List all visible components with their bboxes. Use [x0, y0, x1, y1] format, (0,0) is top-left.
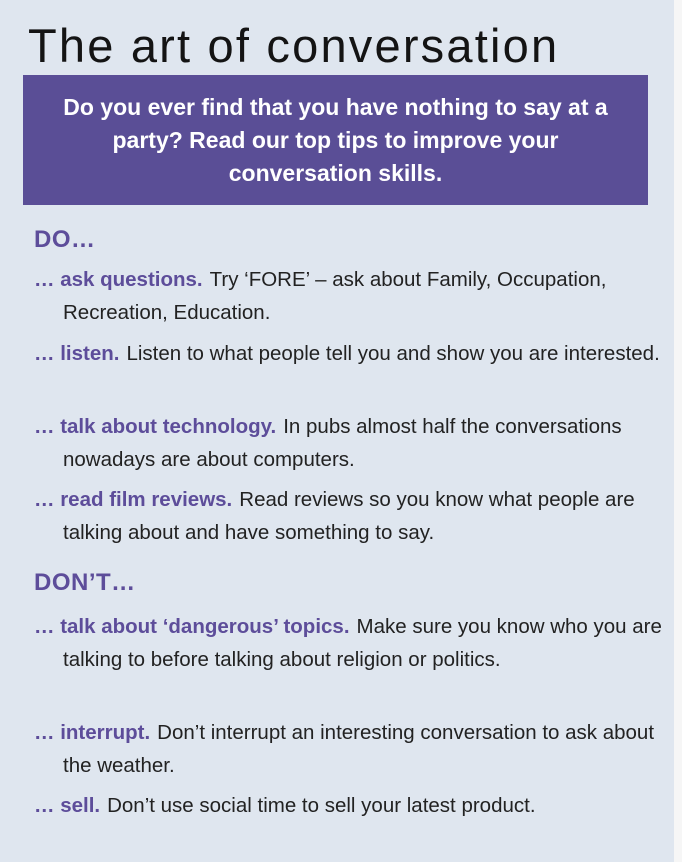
tip-lead: … interrupt.: [34, 721, 151, 744]
do-tip-film-reviews: … read film reviews. Read reviews so you …: [34, 483, 681, 549]
tip-text: Make sure you know who you are talking t…: [63, 615, 662, 671]
do-tip-ask-questions: … ask questions. Try ‘FORE’ – ask about F…: [34, 263, 681, 329]
intro-banner: Do you ever find that you have nothing t…: [23, 75, 648, 205]
dont-heading: DON’T…: [34, 569, 136, 596]
page-title: The art of conversation: [28, 19, 560, 72]
dont-tip-sell: … sell. Don’t use social time to sell you…: [34, 789, 681, 822]
tip-text: Read reviews so you know what people are…: [63, 488, 635, 544]
intro-text: Do you ever find that you have nothing t…: [63, 94, 608, 186]
do-heading: DO…: [34, 226, 96, 253]
tip-text: In pubs almost half the conversations no…: [63, 415, 622, 471]
tip-lead: … sell.: [34, 794, 101, 817]
tip-lead: … read film reviews.: [34, 488, 233, 511]
tip-text: Don’t interrupt an interesting conversat…: [63, 721, 655, 777]
tip-lead: … listen.: [34, 342, 120, 365]
tip-lead: … ask questions.: [34, 268, 203, 291]
dont-tip-dangerous-topics: … talk about ‘dangerous’ topics. Make sur…: [34, 610, 681, 676]
tip-text: Try ‘FORE’ – ask about Family, Occupatio…: [63, 268, 607, 324]
dont-tip-interrupt: … interrupt. Don’t interrupt an interesti…: [34, 716, 681, 782]
tip-text: Don’t use social time to sell your lates…: [107, 794, 536, 817]
tip-lead: … talk about ‘dangerous’ topics.: [34, 615, 350, 638]
tip-text: Listen to what people tell you and show …: [126, 342, 660, 365]
do-tip-technology: … talk about technology. In pubs almost h…: [34, 410, 681, 476]
tip-lead: … talk about technology.: [34, 415, 277, 438]
do-tip-listen: … listen. Listen to what people tell you …: [34, 337, 681, 370]
